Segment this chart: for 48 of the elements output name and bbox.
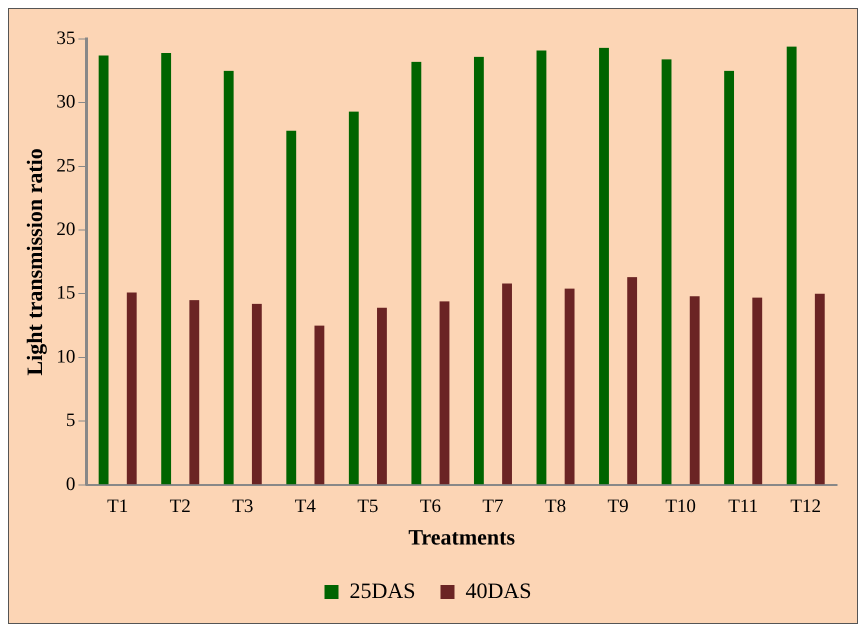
bar xyxy=(786,46,797,484)
bar xyxy=(752,298,762,484)
x-tick-label: T2 xyxy=(170,496,191,518)
bar xyxy=(690,296,700,484)
y-tick-label: 20 xyxy=(56,219,76,240)
x-tick-label: T7 xyxy=(482,496,504,518)
bar xyxy=(377,308,387,484)
y-tick-label: 30 xyxy=(56,92,76,113)
bar xyxy=(599,48,609,484)
x-tick-label: T5 xyxy=(357,496,378,518)
bar xyxy=(98,56,109,484)
y-tick-label: 10 xyxy=(56,346,76,368)
y-tick-label: 35 xyxy=(56,28,76,49)
bar xyxy=(814,294,825,484)
bar xyxy=(252,304,262,484)
legend-label: 40DAS xyxy=(466,578,532,603)
bar xyxy=(189,300,200,484)
bar xyxy=(286,130,296,484)
x-tick-label: T11 xyxy=(728,496,758,518)
bar xyxy=(161,53,172,484)
bar xyxy=(411,62,422,484)
bar xyxy=(348,112,359,484)
bar xyxy=(627,277,638,484)
y-axis-title: Light transmission ratio xyxy=(22,148,47,376)
legend-label: 25DAS xyxy=(349,578,416,603)
x-tick-label: T9 xyxy=(608,496,629,518)
y-tick-label: 5 xyxy=(66,410,76,432)
y-tick-label: 15 xyxy=(56,282,76,304)
x-tick-label: T6 xyxy=(420,496,441,518)
x-tick-label: T3 xyxy=(232,496,254,518)
y-tick-label: 25 xyxy=(56,155,76,176)
x-tick-label: T12 xyxy=(790,496,822,518)
bar xyxy=(474,56,484,484)
bar xyxy=(224,70,234,484)
x-tick-label: T10 xyxy=(665,496,696,518)
bar xyxy=(564,288,575,484)
bar xyxy=(724,70,734,484)
x-tick-label: T4 xyxy=(294,496,316,518)
x-tick-label: T8 xyxy=(544,496,566,518)
bar xyxy=(536,50,546,484)
y-tick-label: 0 xyxy=(66,474,76,495)
bar xyxy=(314,326,324,484)
bar xyxy=(440,301,450,484)
bar xyxy=(662,59,672,484)
bar xyxy=(126,292,137,484)
x-axis-title: Treatments xyxy=(408,524,516,550)
x-tick-label: T1 xyxy=(107,496,128,518)
bar xyxy=(502,284,512,484)
